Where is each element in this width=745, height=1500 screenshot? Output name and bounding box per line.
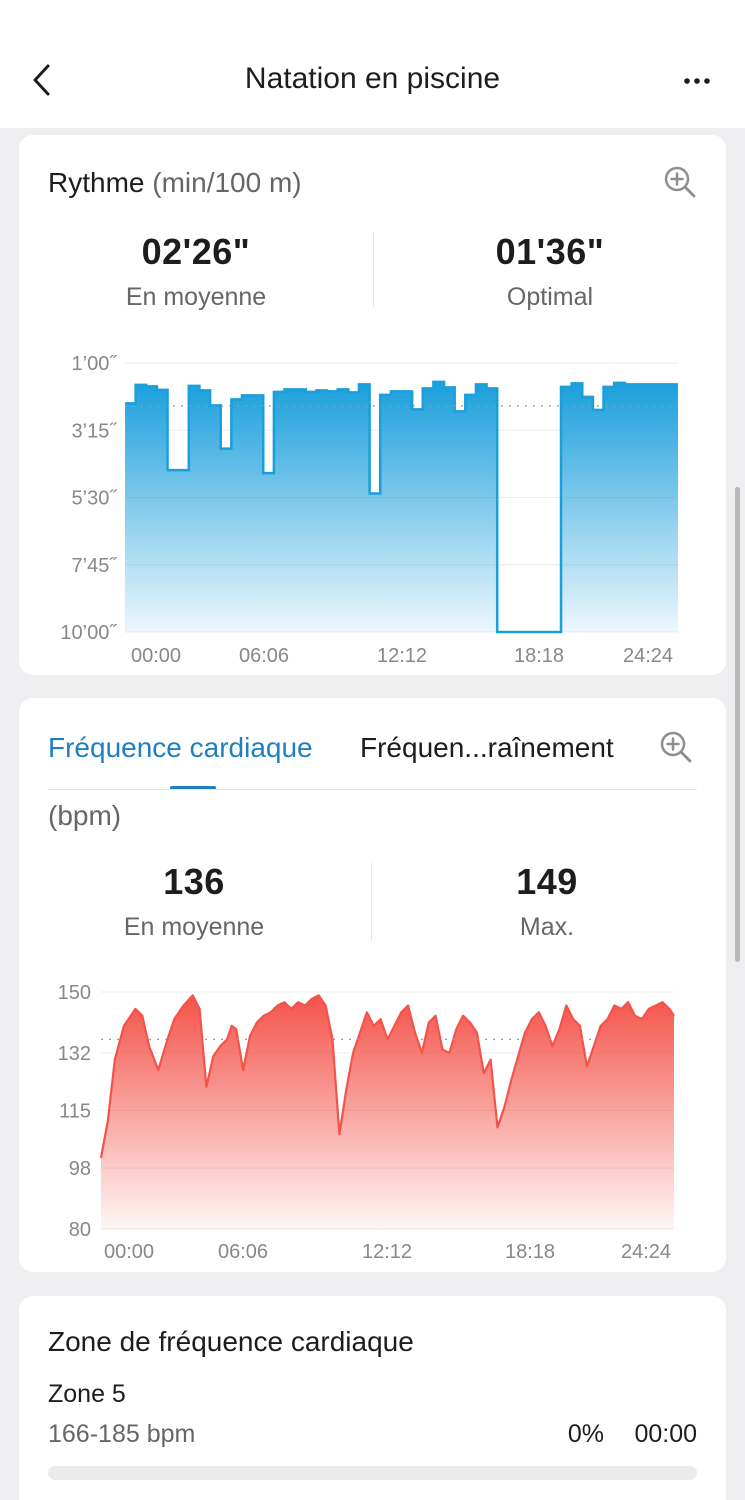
more-horizontal-icon xyxy=(684,78,710,84)
pace-line xyxy=(125,380,678,634)
heart-rate-zone-card: Zone de fréquence cardiaque Zone 5 166-1… xyxy=(19,1296,726,1500)
hr-area xyxy=(101,995,674,1229)
tab-heart-rate[interactable]: Fréquence cardiaque xyxy=(48,732,313,763)
pace-y-tick-label: 10’00˝ xyxy=(60,622,117,644)
hr-x-tick-label: 24:24 xyxy=(621,1241,671,1263)
pace-title: Rythme xyxy=(48,167,145,198)
pace-best-label: Optimal xyxy=(506,283,594,311)
heart-rate-card: Fréquence cardiaque Fréquen...raînement … xyxy=(19,698,726,1272)
zone-range: 166-185 bpm xyxy=(48,1420,196,1448)
pace-x-tick-label: 24:24 xyxy=(623,645,673,667)
zone-percent: 0% xyxy=(567,1420,604,1448)
chevron-left-icon xyxy=(33,64,50,96)
pace-card: Rythme (min/100 m) 02'26" En moyenne 01'… xyxy=(19,135,726,675)
heart-rate-zoom-button[interactable] xyxy=(659,730,693,764)
zone-time: 00:00 xyxy=(634,1420,697,1448)
heart-rate-chart: 150 132 115 98 80 00:00 06:06 12:12 18:18 24:24 xyxy=(58,982,675,1263)
heart-rate-unit: (bpm) xyxy=(48,800,122,831)
zoom-in-icon xyxy=(660,731,692,763)
pace-x-tick-label: 06:06 xyxy=(239,645,289,667)
pace-best-stat: 01'36" Optimal xyxy=(385,231,715,312)
heart-rate-max-label: Max. xyxy=(519,913,575,941)
pace-x-tick-label: 12:12 xyxy=(377,645,427,667)
pace-chart: 1’00˝ 3’15˝ 5’30˝ 7’45˝ 10’00˝ 00:00 06:06 12:1… xyxy=(60,353,678,667)
heart-rate-max-stat: 149 Max. xyxy=(382,861,712,942)
heart-rate-average-stat: 136 En moyenne xyxy=(29,861,359,942)
pace-average-label: En moyenne xyxy=(125,283,267,311)
zone-name: Zone 5 xyxy=(48,1380,126,1408)
hr-x-tick-label: 12:12 xyxy=(362,1241,412,1263)
pace-y-tick-label: 5’30˝ xyxy=(72,488,118,510)
pace-unit: (min/100 m) xyxy=(152,167,302,198)
hr-x-tick-label: 00:00 xyxy=(104,1241,154,1263)
hr-x-tick-label: 06:06 xyxy=(218,1241,268,1263)
scrollbar[interactable] xyxy=(735,487,740,962)
pace-zoom-button[interactable] xyxy=(663,165,697,199)
heart-rate-average-value: 136 xyxy=(163,861,225,902)
pace-best-value: 01'36" xyxy=(495,231,605,272)
pace-area xyxy=(125,381,678,632)
tab-training-heart-rate[interactable]: Fréquen...raînement xyxy=(360,732,614,763)
back-button[interactable] xyxy=(28,62,58,98)
tab-divider xyxy=(48,789,697,790)
pace-average-value: 02'26" xyxy=(141,231,251,272)
page-title: Natation en piscine xyxy=(244,62,501,95)
zone-card-title: Zone de fréquence cardiaque xyxy=(48,1326,414,1357)
hr-y-tick-label: 132 xyxy=(58,1043,91,1065)
hr-y-tick-label: 98 xyxy=(69,1158,91,1180)
app-header: Natation en piscine xyxy=(0,0,745,128)
hr-y-tick-label: 80 xyxy=(69,1219,91,1241)
more-options-button[interactable] xyxy=(677,66,717,96)
heart-rate-max-value: 149 xyxy=(516,861,578,902)
zone-progress-bar xyxy=(48,1466,697,1480)
hr-x-tick-label: 18:18 xyxy=(505,1241,555,1263)
heart-rate-average-label: En moyenne xyxy=(123,913,265,941)
pace-card-title: Rythme (min/100 m) xyxy=(48,167,302,199)
stat-divider xyxy=(373,233,374,307)
stat-divider xyxy=(371,863,372,941)
pace-x-tick-label: 00:00 xyxy=(131,645,181,667)
pace-average-stat: 02'26" En moyenne xyxy=(31,231,361,312)
pace-y-tick-label: 3’15˝ xyxy=(72,420,118,442)
pace-y-tick-label: 7’45˝ xyxy=(72,555,118,577)
hr-y-tick-label: 150 xyxy=(58,982,91,1004)
hr-y-tick-label: 115 xyxy=(59,1101,91,1123)
zoom-in-icon xyxy=(664,166,696,198)
active-tab-indicator xyxy=(170,786,216,790)
pace-y-tick-label: 1’00˝ xyxy=(72,353,118,375)
pace-x-tick-label: 18:18 xyxy=(514,645,564,667)
